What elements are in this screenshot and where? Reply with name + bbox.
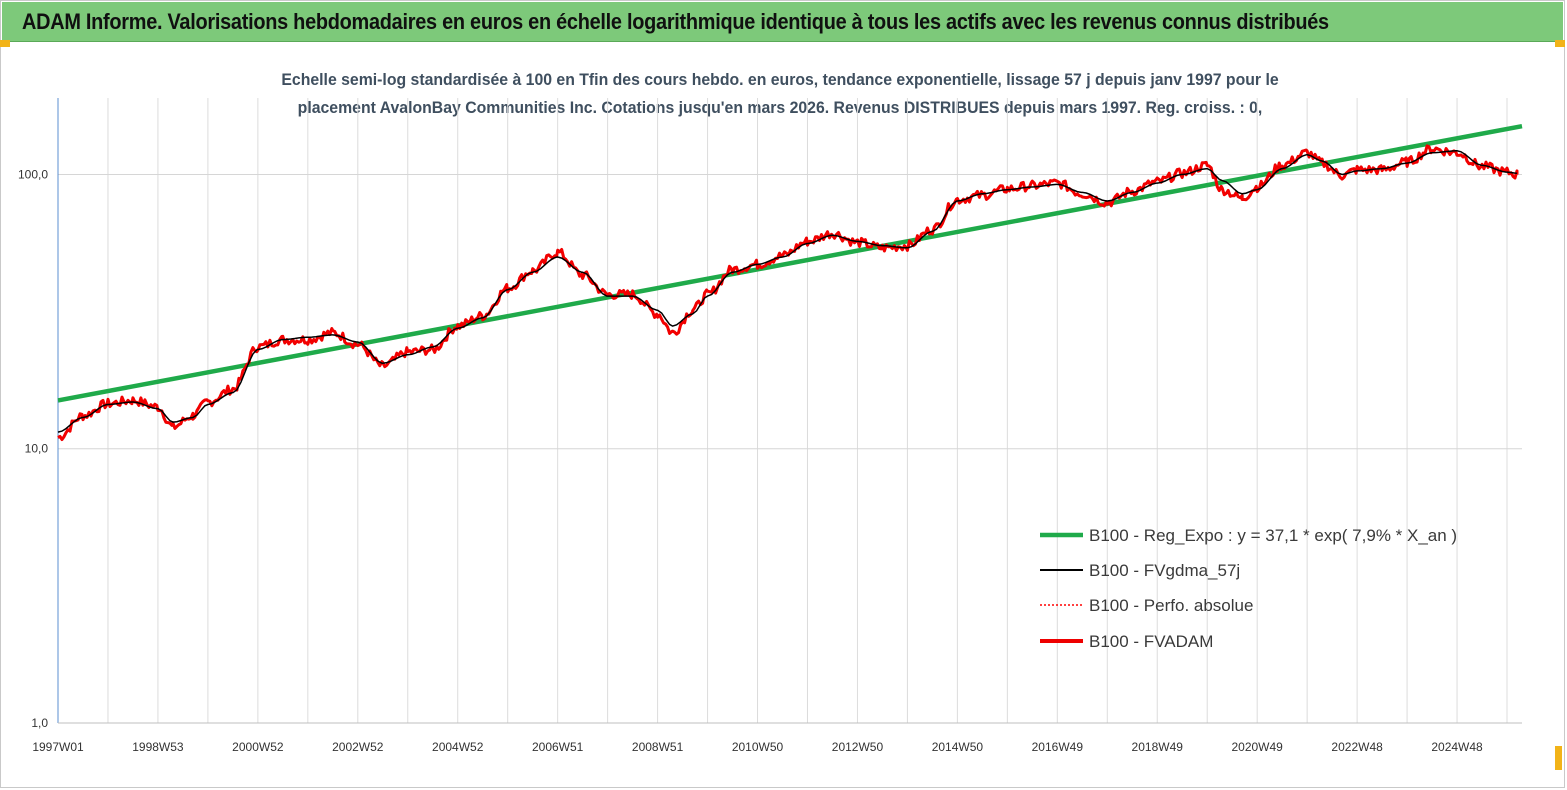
x-tick-label: 2020W49 — [1231, 740, 1283, 754]
legend-label: B100 - Perfo. absolue — [1089, 596, 1253, 615]
x-tick-label: 2014W50 — [932, 740, 984, 754]
series-line-reg-expo — [57, 123, 1523, 403]
x-tick-label: 2012W50 — [832, 740, 884, 754]
series-line-fvgdma-57j — [57, 150, 1518, 433]
corner-marker-bottom-right — [1555, 746, 1562, 770]
x-tick-label: 2002W52 — [332, 740, 384, 754]
chart-title-line-2: placement AvalonBay Communities Inc. Cot… — [297, 98, 1263, 117]
legend: B100 - Reg_Expo : y = 37,1 * exp( 7,9% *… — [1040, 526, 1457, 651]
chart-title-line-1: Echelle semi-log standardisée à 100 en T… — [281, 70, 1279, 89]
title-banner: ADAM Informe. Valorisations hebdomadaire… — [2, 2, 1563, 42]
x-tick-label: 2000W52 — [232, 740, 284, 754]
y-tick-label: 1,0 — [31, 716, 48, 730]
series-line-perfo-absolue — [57, 145, 1518, 441]
corner-marker-top-left — [0, 40, 10, 47]
x-tick-label: 2018W49 — [1132, 740, 1184, 754]
x-tick-label: 2008W51 — [632, 740, 684, 754]
legend-label: B100 - FVgdma_57j — [1089, 561, 1240, 580]
y-tick-label: 10,0 — [25, 442, 49, 456]
x-tick-label: 2006W51 — [532, 740, 584, 754]
chart-title: Echelle semi-log standardisée à 100 en T… — [200, 66, 1360, 122]
legend-label: B100 - Reg_Expo : y = 37,1 * exp( 7,9% *… — [1089, 526, 1457, 545]
x-tick-label: 1997W01 — [32, 740, 84, 754]
legend-label: B100 - FVADAM — [1089, 632, 1213, 651]
x-tick-label: 2004W52 — [432, 740, 484, 754]
corner-marker-top-right — [1555, 40, 1565, 47]
series-line-fvadam — [57, 144, 1519, 441]
x-tick-label: 1998W53 — [132, 740, 184, 754]
y-tick-label: 100,0 — [18, 167, 48, 181]
x-tick-label: 2016W49 — [1032, 740, 1084, 754]
banner-title: ADAM Informe. Valorisations hebdomadaire… — [22, 9, 1329, 34]
x-tick-label: 2010W50 — [732, 740, 784, 754]
x-tick-label: 2024W48 — [1431, 740, 1483, 754]
x-tick-label: 2022W48 — [1331, 740, 1383, 754]
